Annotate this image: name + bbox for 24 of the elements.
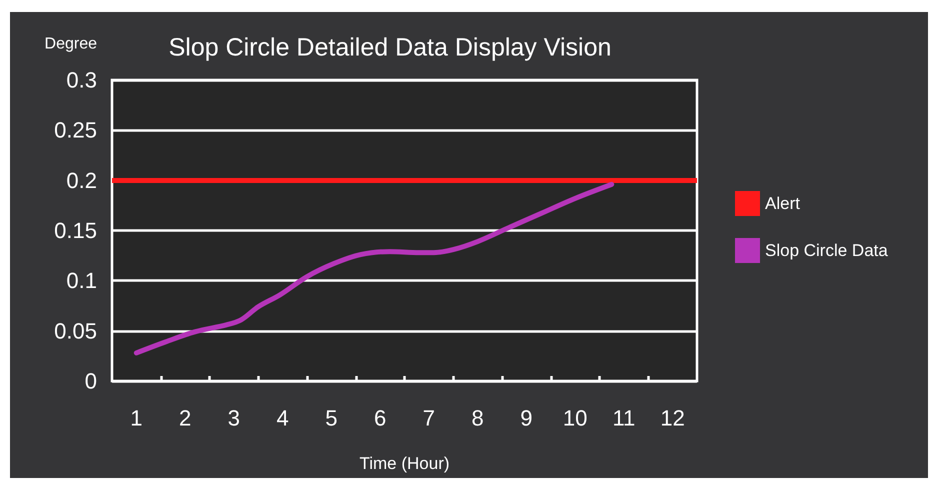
y-tick-label: 0.1 [66,268,97,294]
y-tick-label: 0.05 [54,318,97,344]
x-tick-label: 4 [276,406,289,430]
x-tick-label: 10 [562,406,588,430]
x-tick-label: 3 [228,406,240,430]
y-tick-label: 0.3 [66,68,97,92]
y-axis-title: Degree [44,36,98,52]
x-tick-label: 2 [179,406,192,430]
x-tick-label: 5 [325,406,338,430]
legend-label: Slop Circle Data [765,241,888,260]
y-tick-label: 0 [84,368,97,394]
chart-title: Slop Circle Detailed Data Display Vision [168,34,612,62]
x-tick-label: 7 [422,406,435,430]
x-axis-title: Time (Hour) [359,454,450,473]
x-tick-label: 8 [472,406,484,430]
legend-label: Alert [765,194,800,213]
x-tick-label: 12 [660,406,685,430]
x-tick-label: 11 [612,406,636,430]
x-tick-label: 9 [520,406,532,430]
y-tick-label: 0.15 [54,218,97,243]
x-tick-label: 1 [130,406,142,430]
y-tick-label: 0.2 [66,168,97,193]
y-tick-label: 0.25 [54,118,97,143]
x-tick-label: 6 [374,406,386,430]
